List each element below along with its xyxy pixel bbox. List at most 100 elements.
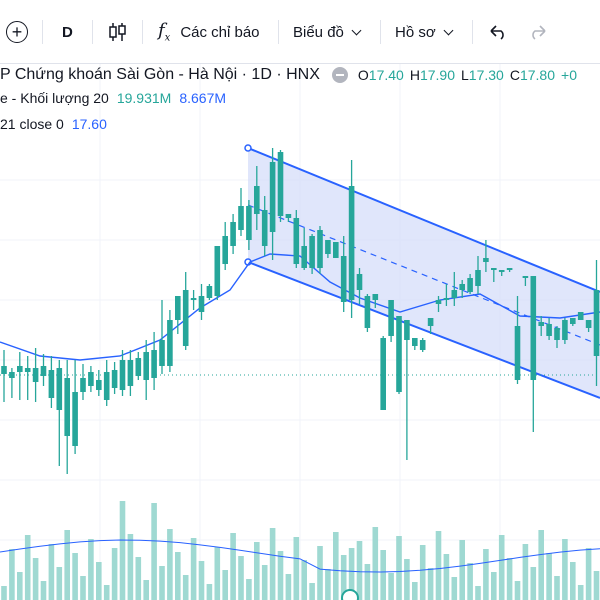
toolbar-divider (42, 20, 43, 44)
volume-bar (419, 545, 426, 600)
candle (396, 316, 402, 392)
volume-bar (522, 544, 529, 600)
channel-upper-line (247, 147, 600, 293)
toolbar-divider (142, 20, 143, 44)
candle (514, 326, 521, 380)
channel-fill (248, 148, 600, 398)
volume-bar (412, 582, 418, 600)
ma21-line (0, 253, 600, 361)
ohlc-change: +0 (561, 67, 577, 83)
volume-bar (48, 544, 55, 600)
candle (127, 360, 134, 386)
toolbar-divider (278, 20, 279, 44)
symbol-title[interactable]: P Chứng khoán Sài Gòn - Hà Nội · 1D · HN… (0, 66, 320, 83)
volume-bar (261, 565, 268, 600)
undo-icon (490, 25, 504, 40)
candle (380, 338, 386, 410)
chart-type-button[interactable] (108, 16, 128, 48)
volume-bar (562, 539, 568, 600)
candle (17, 366, 23, 372)
profile-menu-button[interactable]: Hồ sơ (395, 16, 454, 48)
candle (206, 286, 213, 298)
volume-bar (348, 548, 355, 600)
candle (412, 338, 418, 346)
candle (585, 320, 592, 328)
ma-label[interactable]: 21 close 0 (0, 116, 64, 132)
volume-bar (175, 552, 181, 600)
volume-bar (230, 533, 236, 600)
undo-button[interactable] (488, 16, 508, 48)
toolbar-divider (380, 20, 381, 44)
volume-bar (96, 562, 102, 600)
market-status-icon (331, 67, 348, 83)
candle (570, 318, 576, 324)
volume-bar (325, 569, 331, 600)
candle (483, 258, 489, 262)
volume-bar (459, 540, 465, 600)
candle (246, 206, 252, 240)
redo-icon (532, 25, 546, 40)
candle (459, 284, 465, 290)
volume-bar (309, 583, 315, 600)
volume-bar (577, 585, 584, 600)
candle (285, 214, 292, 218)
ohlc-high: 17.90 (419, 67, 455, 83)
indicators-button[interactable]: fx Các chỉ báo (158, 16, 260, 48)
candle (356, 274, 363, 290)
candle (372, 294, 379, 300)
volume-label[interactable]: e - Khối lượng 20 (0, 90, 109, 106)
candle (103, 372, 110, 400)
volume-bar (56, 567, 63, 600)
ohlc-close-key: C (509, 67, 520, 83)
volume-bar (443, 554, 450, 600)
candle (175, 296, 181, 320)
volume-bar (293, 537, 300, 600)
volume-bar (206, 584, 213, 600)
volume-bar (127, 534, 134, 600)
volume-bar (24, 535, 31, 600)
volume-bar (380, 550, 386, 600)
candle (198, 296, 205, 312)
ohlc-low: 17.30 (468, 67, 504, 83)
volume-bar (514, 581, 521, 600)
indicators-label: Các chỉ báo (180, 23, 260, 41)
interval-button[interactable]: D (62, 23, 73, 41)
symbol-legend-row: P Chứng khoán Sài Gòn - Hà Nội · 1D · HN… (0, 64, 583, 86)
candle (388, 300, 394, 336)
fx-icon: fx (158, 20, 171, 44)
volume-bar (254, 542, 260, 600)
volume-bar (404, 559, 410, 600)
candle (269, 162, 276, 232)
candle (135, 358, 142, 376)
add-symbol-button[interactable]: + (6, 16, 28, 48)
candle (24, 368, 31, 372)
candle (451, 290, 458, 298)
candle (333, 242, 339, 258)
candle (32, 368, 39, 382)
redo-button[interactable] (528, 16, 548, 48)
chart-menu-button[interactable]: Biểu đồ (293, 16, 362, 48)
volume-bar (585, 548, 592, 600)
candle (143, 352, 149, 380)
candle (506, 268, 513, 270)
volume-bar (135, 557, 142, 600)
candle (467, 278, 473, 292)
volume-bar (246, 579, 252, 600)
candle (222, 236, 228, 264)
volume-bar (167, 529, 173, 600)
volume-bar (388, 573, 394, 600)
ohlc-close: 17.80 (519, 67, 556, 83)
volume-bar (119, 501, 126, 600)
volume-ma-value: 8.667M (179, 90, 227, 106)
candle (419, 340, 426, 350)
volume-bar (427, 568, 434, 600)
ohlc-open-key: O (357, 67, 369, 83)
candle (277, 152, 284, 216)
candle (56, 368, 63, 410)
candle (293, 218, 300, 264)
candle (64, 378, 70, 436)
volume-bar (17, 572, 23, 600)
candle (546, 324, 552, 336)
channel-mid-line (247, 204, 600, 346)
